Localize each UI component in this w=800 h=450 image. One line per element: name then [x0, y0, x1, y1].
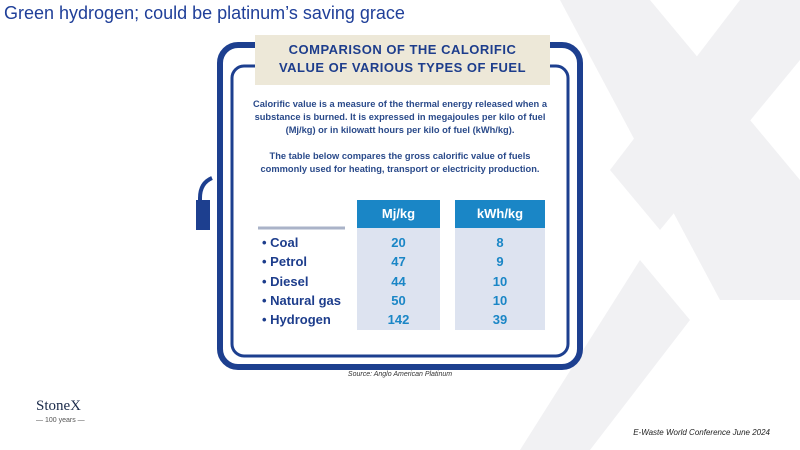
paragraph-line: (Mj/kg) or in kilowatt hours per kilo of…	[285, 125, 515, 135]
heading: VALUE OF VARIOUS TYPES OF FUEL	[278, 60, 527, 75]
cell: 8	[496, 235, 504, 250]
cell: 47	[391, 254, 406, 270]
row-label: • Diesel	[262, 273, 309, 289]
row-label-text: Coal	[270, 235, 299, 250]
cell: 39	[492, 312, 508, 328]
column-header: Mj/kg	[357, 200, 440, 228]
footer: E-Waste World Conference June 2024	[633, 428, 770, 437]
nozzle	[198, 176, 213, 228]
slide-title: Green hydrogen; could be platinum’s savi…	[4, 3, 405, 23]
cell: 10	[492, 273, 508, 289]
row-label-text: Diesel	[270, 273, 309, 289]
nozzle-head	[196, 200, 210, 230]
logo-tagline: — 100 years —	[36, 417, 85, 424]
heading-box	[255, 35, 550, 85]
cell: 10	[492, 292, 508, 308]
tagline-text: 100 years	[44, 417, 76, 424]
source: Source: Anglo American Platinum	[347, 371, 453, 378]
row-label: • Coal	[262, 235, 299, 250]
row-label-text: Natural gas	[270, 292, 341, 308]
col-body	[357, 228, 440, 330]
cell: 9	[496, 254, 504, 270]
col-body	[455, 228, 545, 330]
paragraph-line: Calorific value is a measure of the ther…	[252, 99, 547, 109]
row-label: • Natural gas	[262, 292, 341, 308]
paragraph-line: commonly used for heating, transport or …	[260, 164, 540, 174]
cell: 44	[391, 273, 406, 289]
cell: 142	[387, 312, 410, 328]
column-header: kWh/kg	[455, 200, 545, 228]
paragraph-line: substance is burned. It is expressed in …	[254, 112, 546, 122]
row-label-text: Petrol	[270, 254, 308, 270]
row-label-text: Hydrogen	[270, 312, 331, 328]
cell: 50	[391, 292, 406, 308]
row-label: • Petrol	[262, 254, 308, 270]
watermark	[520, 0, 800, 450]
heading: COMPARISON OF THE CALORIFIC	[288, 42, 517, 57]
cell: 20	[391, 235, 406, 250]
logo: StoneX	[36, 398, 81, 414]
paragraph-line: The table below compares the gross calor…	[269, 151, 531, 161]
row-label: • Hydrogen	[262, 312, 331, 328]
